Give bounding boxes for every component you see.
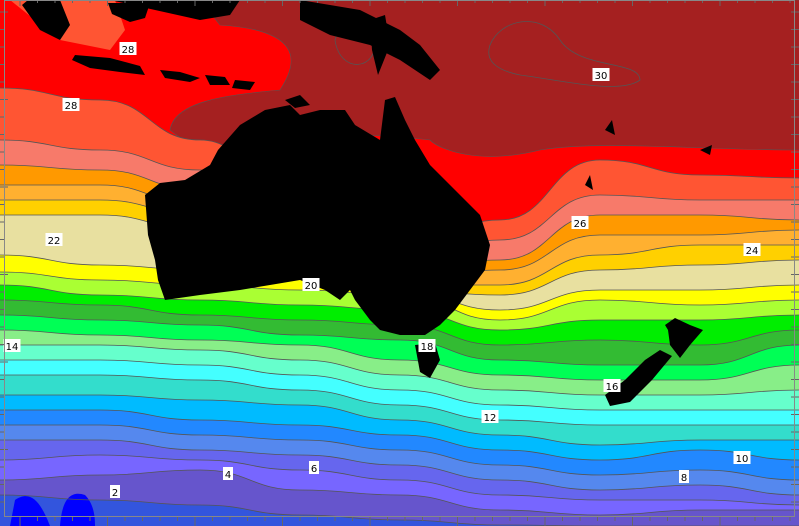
svg-text:26: 26 (574, 219, 587, 230)
svg-text:22: 22 (48, 236, 61, 247)
contour-label: 28 (62, 98, 80, 112)
contour-label: 30 (592, 68, 610, 82)
land-borneo (108, 3, 150, 22)
contour-label: 6 (309, 461, 319, 475)
contour-label: 26 (571, 216, 589, 230)
land-java (72, 55, 145, 75)
svg-text:8: 8 (681, 473, 687, 484)
svg-text:2: 2 (112, 488, 118, 499)
contour-label: 2 (110, 485, 120, 499)
svg-text:28: 28 (65, 101, 78, 112)
contour-label: 28 (119, 42, 137, 56)
landmasses (22, 0, 712, 406)
contour-label: 24 (743, 243, 761, 257)
svg-text:24: 24 (746, 246, 759, 257)
contour-label: 10 (733, 451, 751, 465)
map-frame (4, 0, 795, 517)
contour-label: 20 (302, 278, 320, 292)
svg-text:12: 12 (484, 413, 497, 424)
contour-label: 18 (418, 339, 436, 353)
contour-label: 8 (679, 470, 689, 484)
svg-text:10: 10 (736, 454, 749, 465)
contour-label: 14 (3, 339, 21, 353)
svg-text:30: 30 (595, 71, 608, 82)
contour-line-10 (0, 409, 799, 461)
contour-label: 22 (45, 233, 63, 247)
contour-label: 12 (481, 410, 499, 424)
contour-line-14 (0, 344, 799, 396)
contour-label: 4 (223, 467, 233, 481)
band-2 (0, 495, 799, 526)
land-new-zealand-north (665, 318, 703, 358)
contour-line-12 (0, 374, 799, 426)
contour-line-11 (0, 394, 799, 446)
contour-line-13 (0, 359, 799, 411)
land-australia (145, 97, 490, 335)
svg-text:16: 16 (606, 382, 619, 393)
svg-text:18: 18 (421, 342, 434, 353)
contour-30-loop (488, 21, 641, 87)
land-new-guinea (300, 0, 440, 80)
contour-line-4 (0, 469, 799, 516)
contour-line-15 (0, 329, 799, 381)
land-sumatra (22, 0, 70, 40)
band-0 (10, 493, 95, 526)
land-new-zealand-south (605, 350, 672, 406)
contour-line-2 (0, 494, 799, 526)
svg-text:14: 14 (6, 342, 19, 353)
svg-text:20: 20 (305, 281, 318, 292)
land-islands (160, 15, 390, 108)
land-sulawesi-region (110, 0, 240, 20)
svg-text:6: 6 (311, 464, 317, 475)
contour-line-6 (0, 454, 799, 506)
contour-label: 16 (603, 379, 621, 393)
svg-text:4: 4 (225, 470, 231, 481)
contour-labels: 28 28 22 20 26 24 30 14 18 16 12 10 8 6 4 2 (3, 42, 761, 499)
contour-line-8 (0, 439, 799, 496)
svg-text:28: 28 (122, 45, 135, 56)
contour-line-9 (0, 424, 799, 481)
